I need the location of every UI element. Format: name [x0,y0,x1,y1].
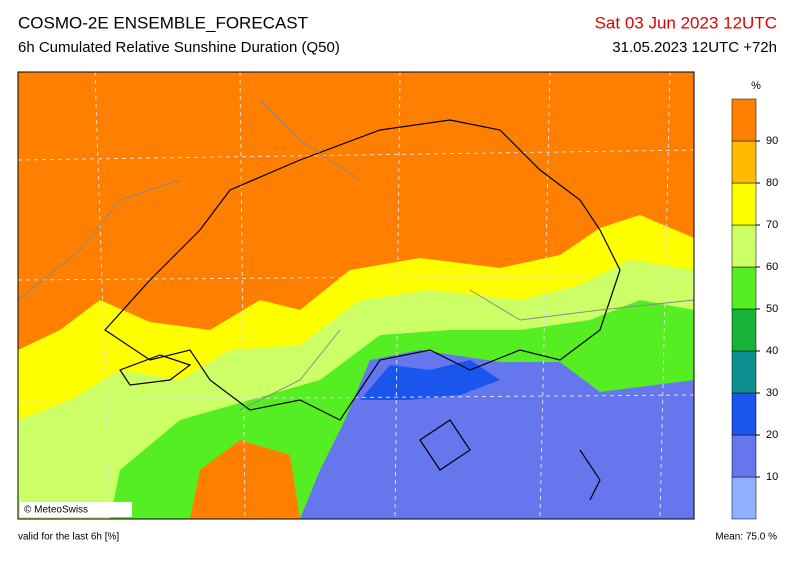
legend-label: 80 [766,177,778,189]
title: COSMO-2E ENSEMBLE_FORECAST [18,13,308,32]
map-frame [17,71,695,520]
valid-date: Sat 03 Jun 2023 12UTC [595,13,777,32]
legend-unit: % [751,80,761,92]
legend-bin [731,476,757,520]
legend-bin [731,350,757,394]
footer-mean: Mean: 75.0 % [715,532,777,543]
subtitle: 6h Cumulated Relative Sunshine Duration … [18,39,340,56]
run-info: 31.05.2023 12UTC +72h [612,39,777,56]
legend-bin [731,266,757,310]
legend-bin [731,140,757,184]
zone-orange-patch [190,440,300,519]
borders [104,119,621,501]
legend-label: 70 [766,219,778,231]
legend-bin [731,224,757,268]
legend-label: 60 [766,261,778,273]
legend-label: 50 [766,303,778,315]
legend: 10 20 30 40 50 60 70 80 90 [731,98,778,520]
legend-label: 90 [766,135,778,147]
regions [18,99,694,411]
legend-bin [731,98,757,142]
graticule [18,72,694,519]
legend-label: 20 [766,429,778,441]
legend-bin [731,392,757,436]
footer-note: valid for the last 6h [%] [18,532,119,543]
map: © MeteoSwiss [17,71,695,520]
credit-box [20,502,132,517]
zone-20-30 [360,360,500,400]
legend-bin [731,434,757,478]
legend-label: 40 [766,345,778,357]
legend-bin [731,308,757,352]
credit: © MeteoSwiss [24,505,88,516]
legend-label: 10 [766,471,778,483]
legend-bin [731,182,757,226]
legend-label: 30 [766,387,778,399]
